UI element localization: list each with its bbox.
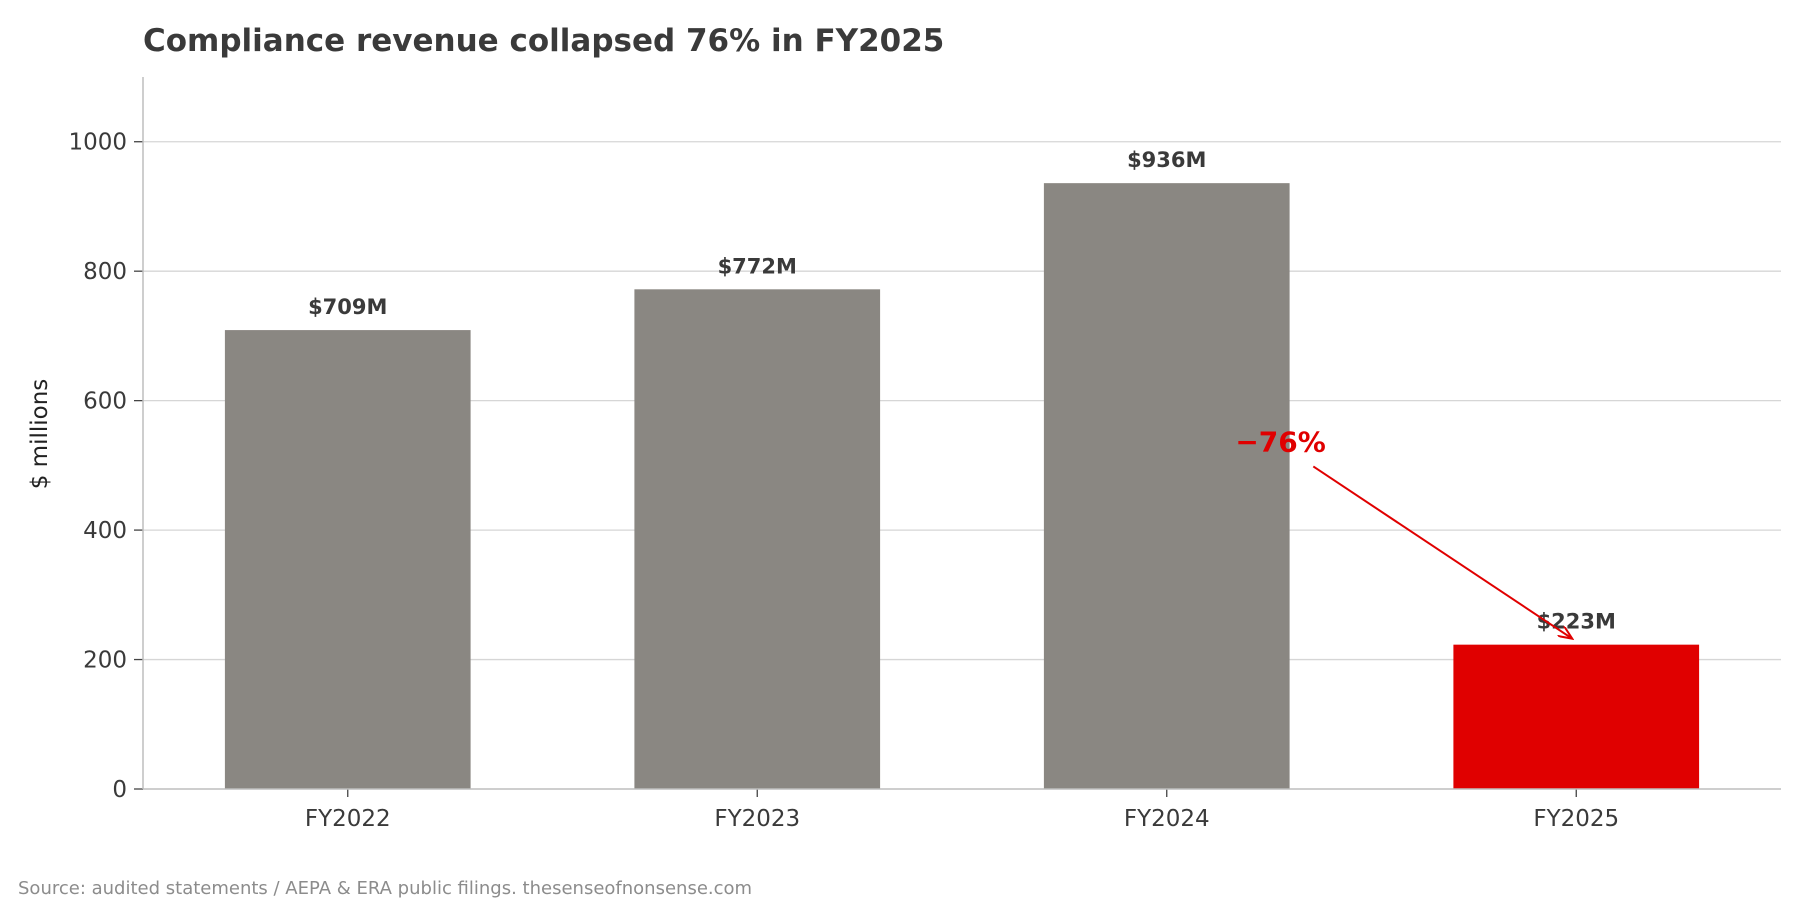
bar-fy2025 <box>1453 644 1700 789</box>
y-tick-label: 400 <box>83 518 127 544</box>
annotation: −76% <box>1235 425 1572 638</box>
bar-fy2022 <box>224 330 471 789</box>
y-tick-label: 0 <box>112 777 127 803</box>
bar-fy2023 <box>634 289 881 789</box>
y-axis-label: $ millions <box>27 379 53 490</box>
annotation-text: −76% <box>1235 425 1325 458</box>
y-tick-label: 800 <box>83 259 127 285</box>
x-tick-label: FY2022 <box>305 806 391 832</box>
value-label-fy2023: $772M <box>718 254 797 278</box>
y-tick-label: 200 <box>83 648 127 674</box>
bar-fy2024 <box>1043 183 1290 790</box>
axes: 0 200 400 600 800 1000 FY2022 FY2023 FY2024 FY202… <box>68 77 1781 832</box>
value-label-fy2024: $936M <box>1127 148 1206 172</box>
y-tick-label: 1000 <box>68 130 127 156</box>
annotation-arrow <box>1312 465 1572 638</box>
value-labels: $709M $772M $936M $223M <box>308 148 1616 634</box>
x-tick-label: FY2024 <box>1124 806 1210 832</box>
value-label-fy2022: $709M <box>308 295 387 319</box>
x-tick-label: FY2023 <box>714 806 800 832</box>
bars <box>224 183 1700 790</box>
chart-title: Compliance revenue collapsed 76% in FY20… <box>143 23 944 59</box>
value-label-fy2025: $223M <box>1537 610 1616 634</box>
y-tick-label: 600 <box>83 389 127 415</box>
x-tick-label: FY2025 <box>1533 806 1619 832</box>
source-note: Source: audited statements / AEPA & ERA … <box>18 878 752 899</box>
